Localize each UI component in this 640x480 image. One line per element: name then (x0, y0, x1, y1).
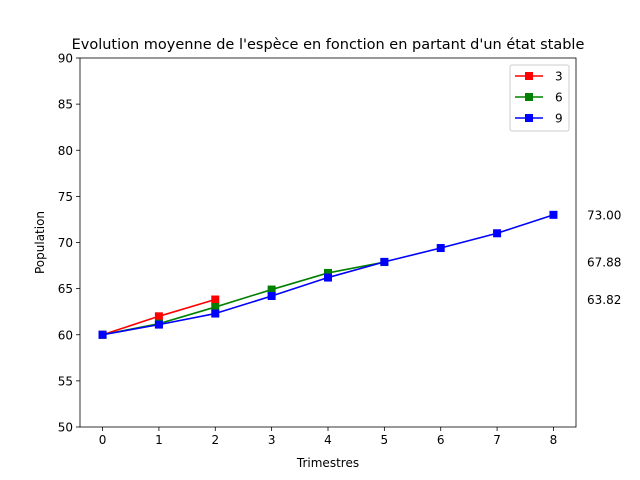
annotations: 73.00 67.88 63.82 (587, 208, 621, 307)
y-tick-label: 55 (58, 374, 73, 388)
plot-area (80, 58, 576, 427)
data-point-9 (211, 309, 220, 318)
value-annotation: 73.00 (587, 208, 621, 222)
legend-marker-3 (525, 72, 533, 80)
legend-frame (509, 64, 570, 132)
value-annotation: 63.82 (587, 293, 621, 307)
x-tick-label: 6 (437, 433, 445, 447)
data-point-9 (98, 330, 107, 339)
legend-label: 6 (555, 91, 563, 105)
value-annotation: 67.88 (587, 256, 621, 270)
data-point-9 (154, 320, 163, 329)
legend-label: 3 (555, 70, 563, 84)
x-tick-label: 8 (550, 433, 558, 447)
y-tick-label: 75 (58, 190, 73, 204)
y-axis-label: Population (33, 211, 47, 274)
data-point-9 (267, 292, 276, 301)
x-axis-ticks: 0 1 2 3 4 5 6 7 8 (99, 427, 558, 447)
y-tick-label: 65 (58, 282, 73, 296)
y-tick-label: 60 (58, 328, 73, 342)
data-point-9 (436, 244, 445, 253)
data-point-9 (324, 273, 332, 282)
y-tick-label: 90 (58, 52, 73, 66)
legend: 3 6 9 (509, 64, 570, 132)
data-point-9 (493, 229, 502, 238)
y-tick-label: 70 (58, 236, 73, 250)
data-point-9 (549, 210, 558, 219)
data-point-3 (211, 295, 220, 304)
legend-marker-6 (525, 93, 533, 101)
y-tick-label: 85 (58, 98, 73, 112)
chart-title: Evolution moyenne de l'espèce en fonctio… (72, 37, 585, 53)
data-point-3 (154, 312, 163, 321)
legend-marker-9 (525, 114, 533, 122)
x-tick-label: 1 (155, 433, 163, 447)
y-tick-label: 50 (58, 421, 73, 435)
data-point-9 (380, 257, 389, 266)
x-axis-label: Trimestres (296, 456, 359, 470)
legend-label: 9 (555, 112, 563, 126)
y-axis-ticks: 50 55 60 65 70 75 80 85 90 (58, 52, 80, 435)
data-point-6 (211, 303, 220, 312)
x-tick-label: 2 (211, 433, 219, 447)
data-point-6 (267, 285, 276, 294)
x-tick-label: 5 (381, 433, 389, 447)
y-tick-label: 80 (58, 144, 73, 158)
x-tick-label: 4 (324, 433, 332, 447)
x-tick-label: 3 (268, 433, 276, 447)
series-layer (98, 210, 558, 339)
x-tick-label: 0 (99, 433, 107, 447)
plot-frame (79, 57, 577, 428)
data-point-6 (324, 268, 332, 277)
x-tick-label: 7 (493, 433, 501, 447)
